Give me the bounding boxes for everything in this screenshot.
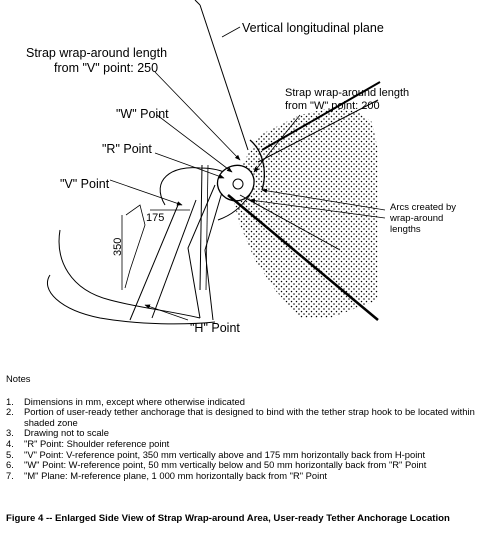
dim-350-label: 350 xyxy=(112,238,124,256)
figure-caption: Figure 4 -- Enlarged Side View of Strap … xyxy=(6,513,450,524)
leader-r-point xyxy=(154,152,225,179)
strap-w-label-line1: Strap wrap-around length xyxy=(285,87,409,99)
leader-h-point xyxy=(144,304,189,321)
wrap-around-diagram: Vertical longitudinal plane Strap wrap-a… xyxy=(26,0,456,335)
leader-arcs-2 xyxy=(249,198,386,219)
r-point-label: "R" Point xyxy=(102,142,152,156)
vertical-plane-leader xyxy=(221,26,241,38)
leader-strap-w xyxy=(253,114,301,173)
wrap-arc-w xyxy=(217,194,251,221)
note-item: 5. "V" Point: V-reference point, 350 mm v… xyxy=(6,448,426,460)
note-item: 6. "W" Point: W-reference point, 50 mm ve… xyxy=(6,459,427,471)
notes-title: Notes xyxy=(6,373,31,384)
r-point-circle xyxy=(216,164,255,202)
note-item: 1. Dimensions in mm, except where otherwi… xyxy=(6,395,245,407)
strap-v-label-line1: Strap wrap-around length xyxy=(26,46,167,60)
vertical-plane-label: Vertical longitudinal plane xyxy=(242,21,384,35)
seat-curve-upper xyxy=(58,229,201,319)
strap-v-label-line2: from "V" point: 250 xyxy=(54,61,158,75)
note-item: 2. Portion of user-ready tether anchorage… xyxy=(6,406,475,428)
note-item: 3. Drawing not to scale xyxy=(6,427,109,439)
arcs-label-line3: lengths xyxy=(390,224,421,235)
notes-list: 1. Dimensions in mm, except where otherwi… xyxy=(6,395,476,482)
strap-w-label-line2: from "W" point: 200 xyxy=(285,100,380,112)
note-item: 4. "R" Point: Shoulder reference point xyxy=(6,437,170,449)
torso-outline xyxy=(129,204,179,321)
vertical-reference-line xyxy=(199,164,203,291)
arcs-label-line1: Arcs created by xyxy=(390,202,456,213)
vertical-plane-line xyxy=(199,4,249,151)
seat-curve-lower xyxy=(47,274,216,325)
leader-strap-v xyxy=(154,71,241,161)
notes-section: Notes 1. Dimensions in mm, except where o… xyxy=(6,373,476,482)
h-point-label: "H" Point xyxy=(190,321,240,335)
note-item: 7. "M" Plane: M-reference plane, 1 000 mm… xyxy=(6,469,328,481)
w-point-label: "W" Point xyxy=(116,107,169,121)
dim-175-label: 175 xyxy=(146,212,164,224)
v-point-label: "V" Point xyxy=(60,177,110,191)
leader-w-point xyxy=(156,114,233,173)
leader-arcs-1 xyxy=(261,188,386,211)
strap-line-w xyxy=(239,194,341,251)
leader-v-point xyxy=(109,179,183,206)
arcs-label-line2: wrap-around xyxy=(389,213,443,224)
strap-line-h xyxy=(227,194,379,321)
shaded-anchorage-zone xyxy=(232,108,378,318)
